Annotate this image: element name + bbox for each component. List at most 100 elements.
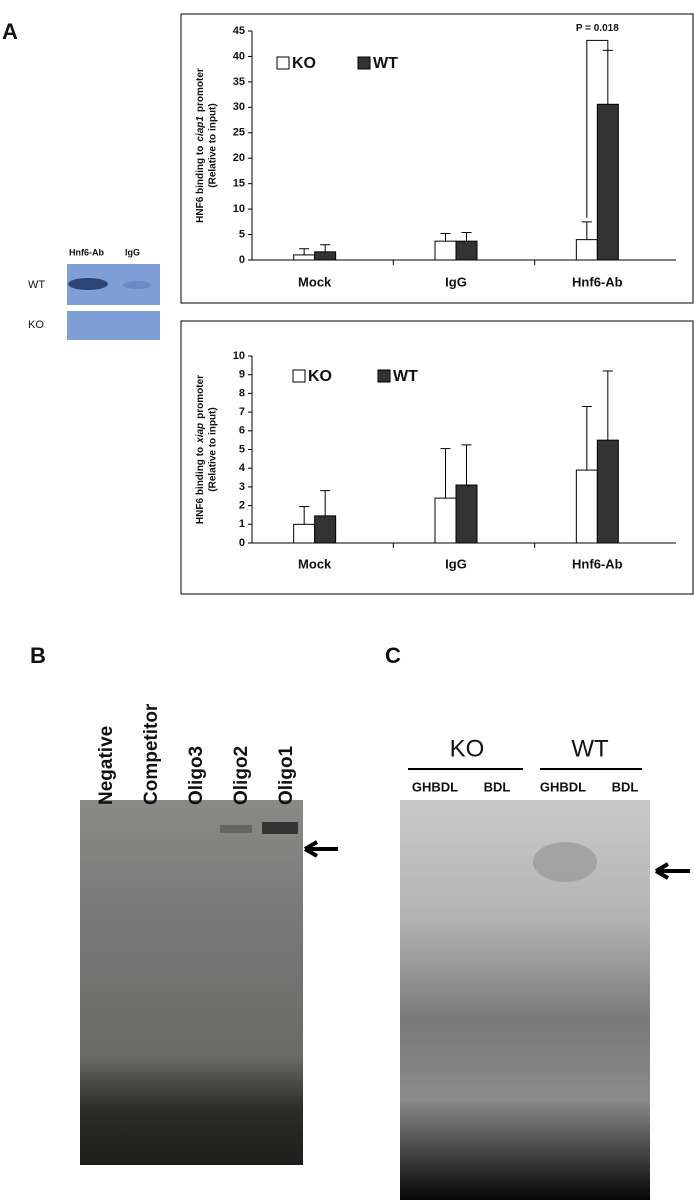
gel-band bbox=[533, 842, 597, 882]
legend-label: KO bbox=[292, 55, 316, 72]
bar bbox=[575, 239, 598, 261]
lane-label: Oligo2 bbox=[231, 746, 252, 805]
x-tick-label: IgG bbox=[445, 556, 467, 571]
bar bbox=[434, 240, 457, 261]
y-tick-label: 1 bbox=[239, 518, 245, 530]
y-tick-label: 3 bbox=[239, 481, 245, 493]
error-bar bbox=[461, 444, 472, 486]
row-label: KO bbox=[28, 319, 44, 331]
error-bar bbox=[602, 49, 613, 105]
row-label: WT bbox=[28, 279, 45, 291]
error-bar bbox=[602, 370, 613, 441]
bar bbox=[314, 251, 337, 261]
legend-label: KO bbox=[308, 368, 332, 385]
blot-band bbox=[68, 278, 108, 290]
error-bar bbox=[299, 248, 310, 255]
error-bar bbox=[320, 244, 331, 252]
error-bar bbox=[461, 232, 472, 242]
lane-label: IgG bbox=[125, 247, 140, 257]
y-axis-label: (Relative to input) bbox=[208, 103, 219, 187]
y-axis-label-part: promoter bbox=[195, 375, 206, 419]
gel-band bbox=[220, 825, 252, 833]
chart-frame bbox=[180, 320, 694, 595]
lane-label: GHBDL bbox=[412, 779, 458, 794]
legend-label: WT bbox=[373, 55, 398, 72]
panel-label: C bbox=[385, 643, 401, 668]
error-bar bbox=[440, 233, 451, 242]
y-tick-label: 0 bbox=[239, 537, 245, 549]
lane-label: Hnf6-Ab bbox=[69, 247, 104, 257]
bar bbox=[455, 484, 478, 544]
bar bbox=[314, 515, 337, 544]
x-tick-label: Hnf6-Ab bbox=[572, 274, 623, 289]
lane-label: GHBDL bbox=[540, 779, 586, 794]
legend-label: WT bbox=[393, 368, 418, 385]
panel-label: B bbox=[30, 643, 46, 668]
panel-label: A bbox=[2, 19, 18, 44]
y-tick-label: 5 bbox=[239, 228, 245, 240]
y-tick-label: 0 bbox=[239, 254, 245, 266]
x-tick-label: Hnf6-Ab bbox=[572, 556, 623, 571]
blot-strip bbox=[67, 311, 160, 340]
y-tick-label: 10 bbox=[233, 350, 245, 362]
y-tick-label: 8 bbox=[239, 387, 245, 399]
y-tick-label: 45 bbox=[233, 25, 245, 37]
arrow bbox=[303, 840, 338, 858]
group-label: WT bbox=[571, 735, 609, 762]
group-label: KO bbox=[450, 735, 485, 762]
y-axis-label-part: HNF6 binding to bbox=[195, 146, 206, 223]
x-tick-label: IgG bbox=[445, 274, 467, 289]
y-tick-label: 15 bbox=[233, 178, 245, 190]
blot-band bbox=[123, 281, 151, 289]
y-axis-label-part: ciap1 bbox=[195, 116, 206, 142]
significance-bracket bbox=[586, 39, 609, 218]
lane-label: BDL bbox=[484, 779, 511, 794]
legend-swatch bbox=[292, 369, 306, 383]
chart-frame bbox=[180, 13, 694, 304]
bar bbox=[596, 439, 619, 544]
y-tick-label: 40 bbox=[233, 50, 245, 62]
bar bbox=[575, 469, 598, 544]
error-bar bbox=[581, 405, 592, 471]
arrow bbox=[654, 862, 690, 880]
lane-label: Competitor bbox=[141, 703, 162, 805]
y-tick-label: 7 bbox=[239, 406, 245, 418]
y-axis-label-part: promoter bbox=[195, 68, 206, 112]
gel-band bbox=[262, 822, 298, 834]
error-bar bbox=[581, 221, 592, 240]
y-tick-label: 5 bbox=[239, 443, 245, 455]
y-axis-label: (Relative to input) bbox=[208, 407, 219, 491]
legend-swatch bbox=[357, 56, 371, 70]
gel-image bbox=[400, 800, 650, 1200]
y-axis-label: HNF6 binding to xiap promoter bbox=[195, 375, 206, 524]
bar bbox=[434, 497, 457, 544]
y-tick-label: 20 bbox=[233, 152, 245, 164]
y-tick-label: 25 bbox=[233, 127, 245, 139]
bar bbox=[455, 240, 478, 261]
y-tick-label: 10 bbox=[233, 203, 245, 215]
lane-label: Oligo1 bbox=[276, 745, 297, 805]
x-tick-label: Mock bbox=[298, 556, 332, 571]
legend-swatch bbox=[377, 369, 391, 383]
error-bar bbox=[299, 506, 310, 525]
error-bar bbox=[320, 490, 331, 516]
bar bbox=[293, 254, 316, 261]
y-axis-label-part: HNF6 binding to bbox=[195, 447, 206, 524]
error-bar bbox=[440, 448, 451, 499]
lane-label: Oligo3 bbox=[186, 746, 207, 805]
legend-swatch bbox=[276, 56, 290, 70]
bar bbox=[596, 103, 619, 261]
bar bbox=[293, 523, 316, 544]
y-tick-label: 9 bbox=[239, 369, 245, 381]
lane-label: BDL bbox=[612, 779, 639, 794]
y-tick-label: 30 bbox=[233, 101, 245, 113]
y-axis-label-part: xiap bbox=[195, 423, 206, 444]
annotation: P = 0.018 bbox=[576, 23, 619, 34]
gel-image bbox=[80, 800, 303, 1165]
y-tick-label: 4 bbox=[239, 462, 246, 474]
x-tick-label: Mock bbox=[298, 274, 332, 289]
y-tick-label: 2 bbox=[239, 500, 245, 512]
y-tick-label: 35 bbox=[233, 76, 245, 88]
y-axis-label: HNF6 binding to ciap1 promoter bbox=[195, 68, 206, 223]
